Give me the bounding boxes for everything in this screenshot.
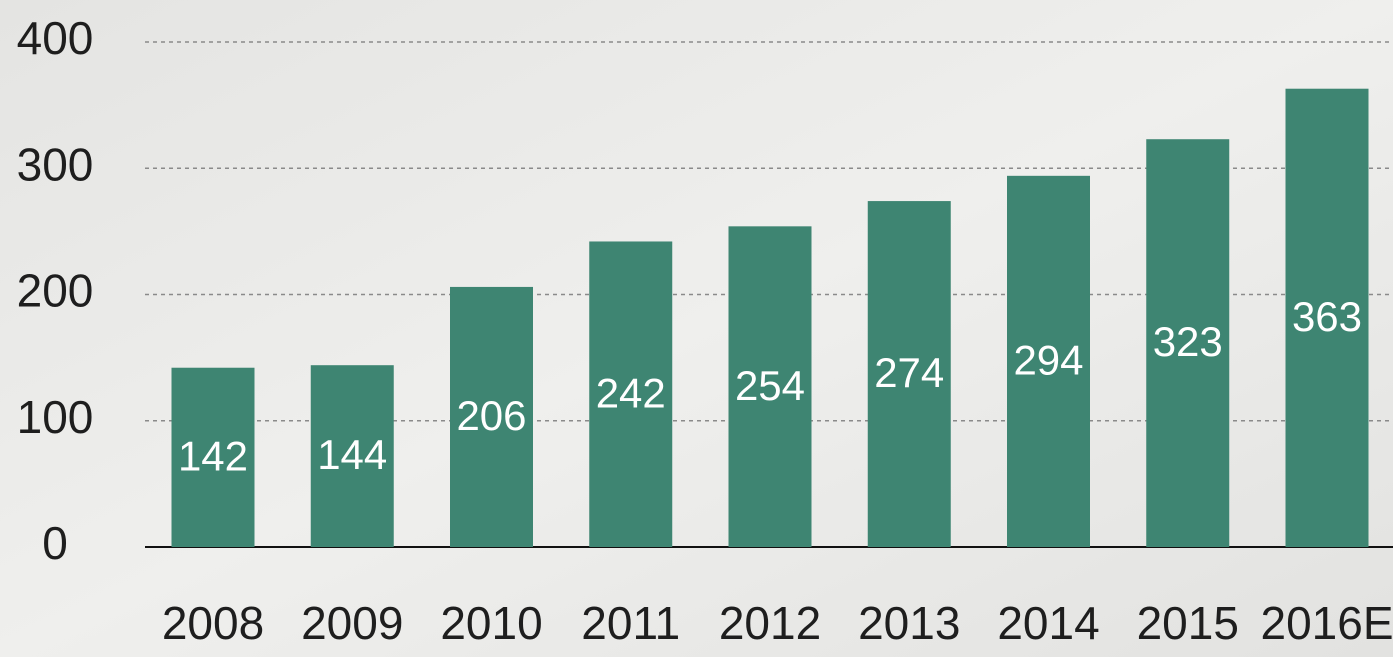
value-label: 363 [1292, 293, 1362, 340]
y-tick-label: 200 [17, 265, 94, 317]
bar [1285, 88, 1369, 548]
bar [867, 201, 951, 547]
value-label: 254 [735, 362, 805, 409]
value-label: 206 [456, 392, 526, 439]
x-tick-label: 2015 [1137, 597, 1239, 649]
bar [171, 367, 255, 547]
x-tick-label: 2010 [440, 597, 542, 649]
x-tick-label: 2011 [581, 597, 680, 649]
bar [450, 286, 533, 547]
x-tick-label: 2014 [997, 597, 1099, 649]
value-label: 274 [874, 349, 944, 396]
value-label: 294 [1013, 337, 1083, 384]
y-tick-label: 300 [17, 138, 94, 190]
value-label: 144 [317, 431, 387, 478]
x-tick-label: 2009 [301, 597, 403, 649]
x-tick-label: 2012 [719, 597, 821, 649]
y-tick-label: 400 [17, 12, 94, 64]
y-tick-label: 100 [17, 391, 94, 443]
value-label: 323 [1153, 318, 1223, 365]
y-tick-label: 0 [42, 517, 68, 569]
value-label: 242 [596, 369, 666, 416]
x-tick-label: 2016E [1260, 597, 1393, 649]
bar [1146, 139, 1230, 547]
bar [310, 365, 394, 547]
x-tick-label: 2008 [162, 597, 264, 649]
value-label: 142 [178, 432, 248, 479]
bar [589, 241, 673, 547]
x-tick-label: 2013 [858, 597, 960, 649]
bar [1007, 175, 1090, 547]
bar [728, 226, 812, 547]
